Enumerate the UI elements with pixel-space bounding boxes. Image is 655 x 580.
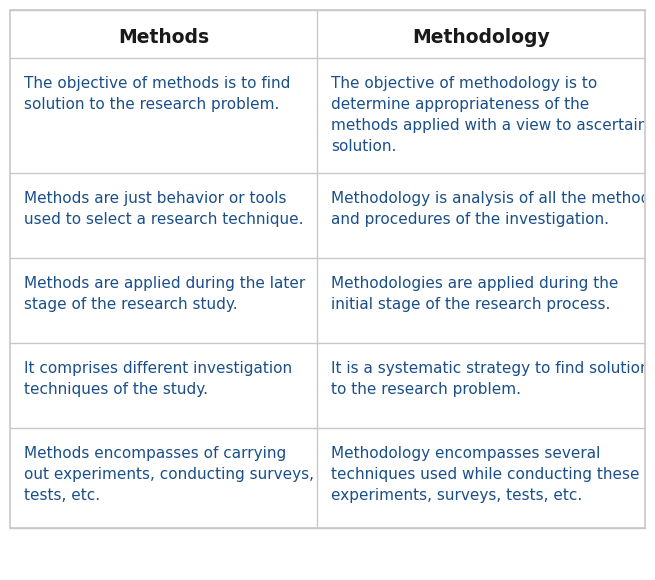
- Text: Methods are just behavior or tools
used to select a research technique.: Methods are just behavior or tools used …: [24, 191, 303, 227]
- Bar: [10, 10, 645, 528]
- Text: Methodologies are applied during the
initial stage of the research process.: Methodologies are applied during the ini…: [331, 276, 618, 312]
- Text: Methodology is analysis of all the methods
and procedures of the investigation.: Methodology is analysis of all the metho…: [331, 191, 655, 227]
- Text: It comprises different investigation
techniques of the study.: It comprises different investigation tec…: [24, 361, 292, 397]
- Bar: [10, 10, 645, 528]
- Text: Methodology encompasses several
techniques used while conducting these
experimen: Methodology encompasses several techniqu…: [331, 446, 639, 503]
- Text: Methods are applied during the later
stage of the research study.: Methods are applied during the later sta…: [24, 276, 305, 312]
- Text: Methods: Methods: [118, 28, 209, 47]
- Text: Methods encompasses of carrying
out experiments, conducting surveys,
tests, etc.: Methods encompasses of carrying out expe…: [24, 446, 314, 503]
- Text: The objective of methods is to find
solution to the research problem.: The objective of methods is to find solu…: [24, 76, 290, 112]
- Text: Methodology: Methodology: [412, 28, 550, 47]
- Text: The objective of methodology is to
determine appropriateness of the
methods appl: The objective of methodology is to deter…: [331, 76, 647, 154]
- Text: It is a systematic strategy to find solution
to the research problem.: It is a systematic strategy to find solu…: [331, 361, 649, 397]
